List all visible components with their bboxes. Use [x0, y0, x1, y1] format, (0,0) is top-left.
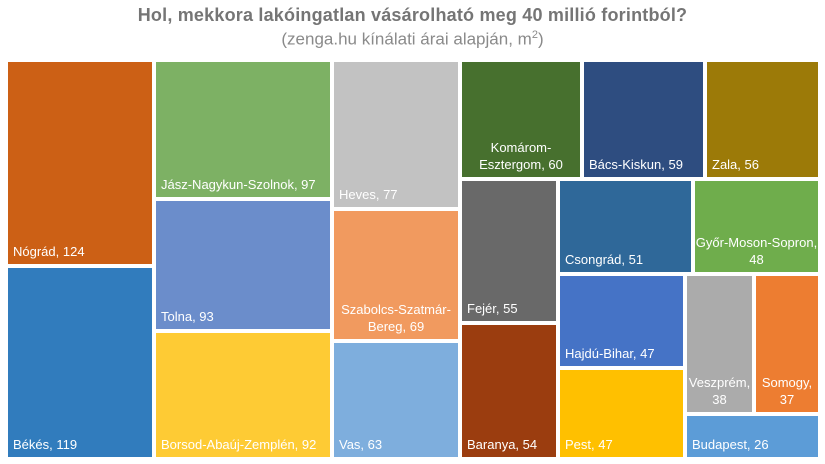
treemap-tile-szabolcs-szatmar-bereg: Szabolcs-Szatmár- Bereg, 69: [334, 211, 458, 339]
treemap-tile-label-line: Győr-Moson-Sopron,: [695, 235, 818, 251]
treemap-tile-label: Tolna, 93: [161, 309, 214, 326]
treemap-tile-label-line: 48: [749, 252, 764, 268]
treemap-tile-label: Hajdú-Bihar, 47: [565, 346, 655, 363]
treemap-tile-label-line: Tolna, 93: [161, 309, 214, 325]
treemap-tile-label: Heves, 77: [339, 187, 398, 204]
treemap-tile-label: Nógrád, 124: [13, 244, 85, 261]
chart-subtitle: (zenga.hu kínálati árai alapján, m2): [0, 26, 825, 50]
chart-subtitle-superscript: 2: [531, 29, 538, 41]
treemap-tile-label-line: Békés, 119: [13, 437, 78, 453]
treemap-tile-label: Bács-Kiskun, 59: [589, 157, 683, 174]
treemap-tile-vas: Vas, 63: [334, 343, 458, 457]
treemap-tile-heves: Heves, 77: [334, 62, 458, 207]
chart-header: Hol, mekkora lakóingatlan vásárolható me…: [0, 0, 825, 50]
treemap-tile-label: Vas, 63: [339, 437, 382, 454]
treemap-tile-tolna: Tolna, 93: [156, 201, 330, 329]
treemap-tile-label-line: Somogy,: [761, 375, 813, 391]
treemap-tile-label: Győr-Moson-Sopron, 48: [695, 235, 818, 269]
treemap-tile-label: Budapest, 26: [692, 437, 769, 454]
treemap-tile-label-line: Borsod-Abaúj-Zemplén, 92: [161, 437, 317, 453]
treemap-tile-label: Komárom- Esztergom, 60: [462, 140, 580, 174]
chart-subtitle-text: (zenga.hu kínálati árai alapján, m: [281, 29, 532, 49]
treemap-tile-label: Baranya, 54: [467, 437, 537, 454]
treemap-tile-pest: Pest, 47: [560, 370, 683, 457]
treemap-tile-label-line: Komárom-: [490, 140, 552, 156]
treemap-tile-label-line: Veszprém,: [688, 375, 751, 391]
treemap-tile-label-line: Vas, 63: [339, 437, 383, 453]
treemap-tile-label: Fejér, 55: [467, 301, 518, 318]
treemap-tile-label-line: Szabolcs-Szatmár-: [341, 302, 451, 318]
treemap-tile-komarom-esztergom: Komárom- Esztergom, 60: [462, 62, 580, 177]
treemap-tile-fejer: Fejér, 55: [462, 181, 556, 321]
treemap-tile-label-line: Zala, 56: [712, 157, 759, 173]
treemap-tile-jasz-nagykun-szolnok: Jász-Nagykun-Szolnok, 97: [156, 62, 330, 197]
treemap-tile-label: Pest, 47: [565, 437, 613, 454]
treemap-tile-label-line: Bereg, 69: [367, 319, 425, 335]
treemap-tile-label: Veszprém, 38: [687, 375, 752, 409]
treemap-tile-label-line: Csongrád, 51: [565, 252, 644, 268]
treemap-tile-label-line: Heves, 77: [339, 187, 398, 203]
treemap-tile-label: Somogy, 37: [756, 375, 818, 409]
treemap-tile-label-line: Pest, 47: [565, 437, 613, 453]
treemap-tile-label-line: Jász-Nagykun-Szolnok, 97: [161, 177, 316, 193]
treemap-tile-label: Zala, 56: [712, 157, 759, 174]
treemap-tile-nograd: Nógrád, 124: [8, 62, 152, 264]
treemap-tile-veszprem: Veszprém, 38: [687, 276, 752, 412]
treemap-tile-label-line: Bács-Kiskun, 59: [589, 157, 683, 173]
treemap-tile-label-line: Fejér, 55: [467, 301, 518, 317]
treemap-tile-bekes: Békés, 119: [8, 268, 152, 457]
treemap-tile-label: Szabolcs-Szatmár- Bereg, 69: [334, 302, 458, 336]
treemap-tile-zala: Zala, 56: [707, 62, 818, 177]
treemap-tile-label: Jász-Nagykun-Szolnok, 97: [161, 177, 316, 194]
treemap-tile-label: Borsod-Abaúj-Zemplén, 92: [161, 437, 316, 454]
treemap-tile-label-line: Budapest, 26: [692, 437, 769, 453]
treemap-tile-baranya: Baranya, 54: [462, 325, 556, 457]
chart-title: Hol, mekkora lakóingatlan vásárolható me…: [137, 5, 688, 25]
treemap-tile-bacs-kiskun: Bács-Kiskun, 59: [584, 62, 703, 177]
treemap-tile-label-line: Hajdú-Bihar, 47: [565, 346, 655, 362]
treemap-tile-label-line: 37: [779, 392, 795, 408]
chart-subtitle-close: ): [537, 29, 544, 49]
treemap-tile-hajdu-bihar: Hajdú-Bihar, 47: [560, 276, 683, 366]
treemap-tile-label-line: Nógrád, 124: [13, 244, 85, 260]
treemap-tile-budapest: Budapest, 26: [687, 416, 818, 457]
treemap-tile-gyor-moson-sopron: Győr-Moson-Sopron, 48: [695, 181, 818, 272]
treemap-tile-somogy: Somogy, 37: [756, 276, 818, 412]
treemap-tile-label-line: 38: [712, 392, 727, 408]
treemap-tile-label-line: Baranya, 54: [467, 437, 538, 453]
treemap-tile-borsod-abauj-zemplen: Borsod-Abaúj-Zemplén, 92: [156, 333, 330, 457]
treemap-tile-label: Békés, 119: [13, 437, 77, 454]
treemap-tile-csongrad: Csongrád, 51: [560, 181, 691, 272]
treemap-tile-label: Csongrád, 51: [565, 252, 643, 269]
treemap-tile-label-line: Esztergom, 60: [479, 157, 563, 173]
